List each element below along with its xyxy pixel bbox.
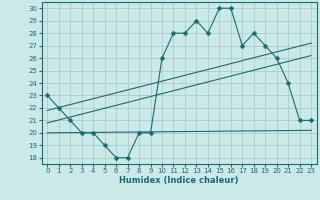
X-axis label: Humidex (Indice chaleur): Humidex (Indice chaleur) <box>119 176 239 185</box>
